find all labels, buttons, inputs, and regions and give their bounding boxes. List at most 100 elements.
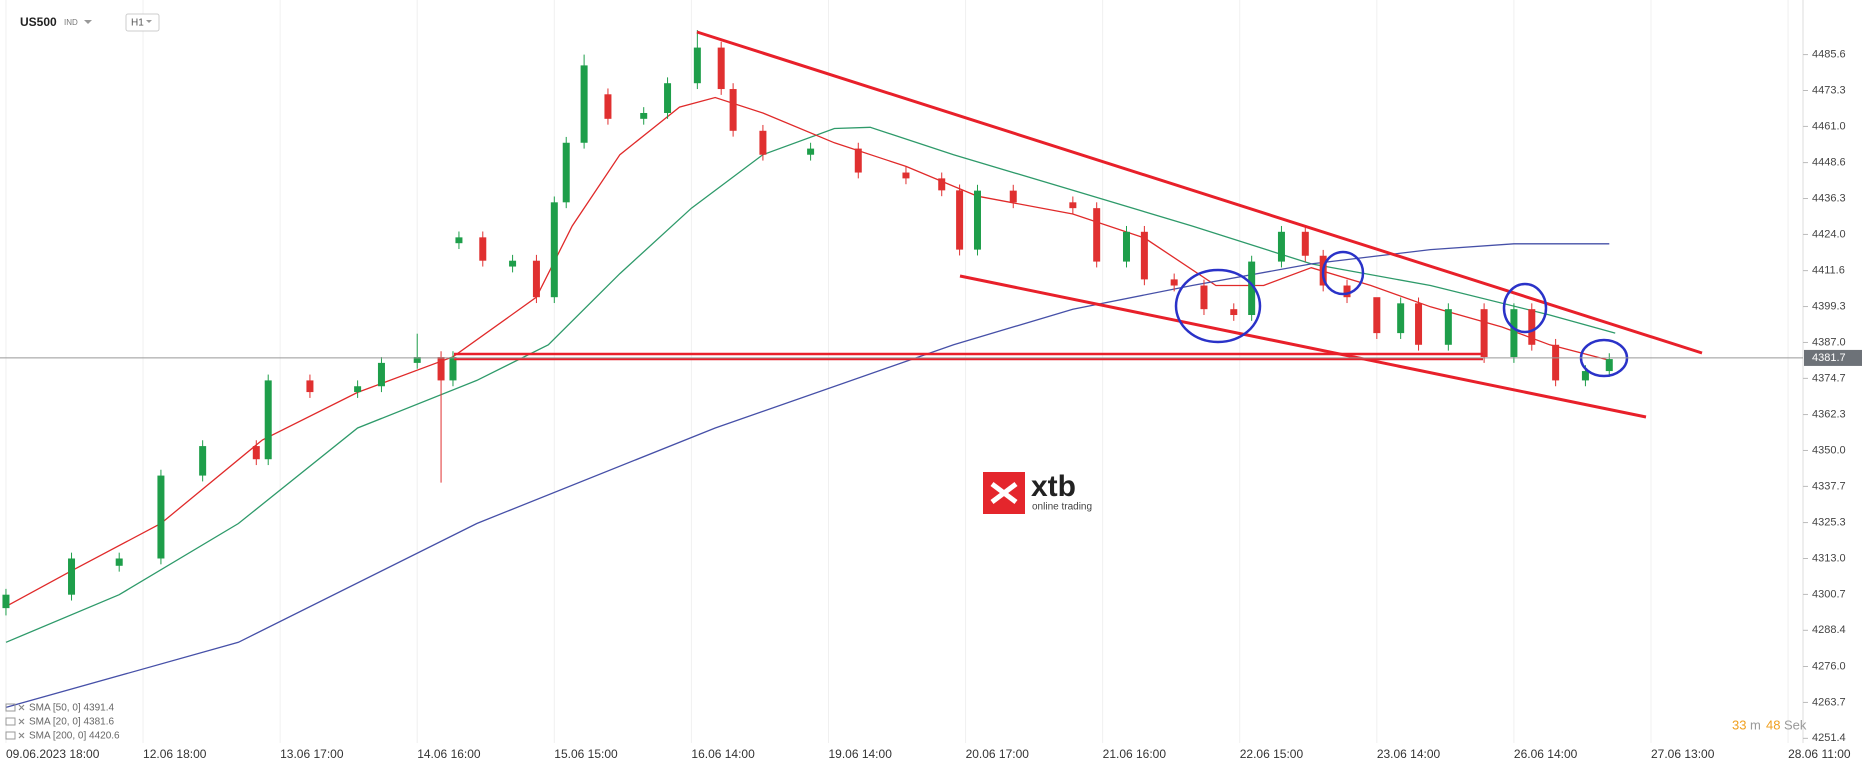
- y-tick-label: 4387.0: [1812, 336, 1846, 348]
- candle-body: [1069, 202, 1077, 209]
- candle-body: [562, 142, 570, 203]
- x-tick-label: 22.06 15:00: [1240, 747, 1304, 761]
- y-tick-label: 4411.6: [1812, 265, 1845, 277]
- legend-close-icon: [18, 718, 25, 725]
- highlight-circle: [1174, 268, 1262, 344]
- candle-body: [729, 89, 737, 131]
- candle-body: [973, 190, 981, 250]
- candle-body: [509, 260, 517, 267]
- candle-body: [413, 357, 421, 363]
- instrument-type: IND: [64, 18, 78, 27]
- y-tick-label: 4251.4: [1812, 732, 1846, 744]
- legend-icon: [5, 731, 16, 740]
- candle-body: [604, 94, 612, 119]
- candles: [2, 30, 1613, 616]
- candle-body: [902, 172, 910, 179]
- moving-averages: [5, 96, 1616, 709]
- lower-trendline: [959, 274, 1647, 419]
- candle-body: [2, 594, 10, 609]
- candle-body: [1093, 208, 1101, 262]
- candle-body: [1343, 285, 1351, 298]
- candle-body: [455, 237, 463, 244]
- candle-body: [532, 260, 540, 298]
- x-tick-label: 27.06 13:00: [1651, 747, 1715, 761]
- x-tick-label: 09.06.2023 18:00: [6, 747, 100, 761]
- logo-x: [990, 482, 1018, 504]
- candle-body: [1277, 231, 1285, 262]
- candle-body: [1552, 344, 1560, 381]
- highlight-circle: [1321, 250, 1365, 296]
- candle-body: [1122, 231, 1130, 262]
- x-tick-label: 28.06 11:00: [1788, 747, 1851, 761]
- candle-body: [1397, 303, 1405, 334]
- highlight-circle: [1502, 282, 1548, 334]
- x-tick-label: 20.06 17:00: [966, 747, 1030, 761]
- x-tick-label: 23.06 14:00: [1377, 747, 1441, 761]
- candle-body: [264, 380, 272, 460]
- last-price-box: [1804, 349, 1862, 366]
- candle-body: [1581, 371, 1589, 381]
- countdown-seconds: 48: [1766, 717, 1780, 732]
- candle-body: [1373, 297, 1381, 334]
- candle-body: [115, 558, 123, 566]
- symbol: US500: [20, 15, 57, 29]
- upper-trendline: [696, 30, 1703, 355]
- candle-body: [1009, 190, 1017, 203]
- legend-close-icon: [18, 732, 25, 739]
- sma-line: [5, 96, 1610, 607]
- candle-body: [1528, 309, 1536, 345]
- y-tick-label: 4461.0: [1812, 120, 1846, 132]
- y-tick-label: 4263.7: [1812, 696, 1846, 708]
- x-tick-label: 16.06 14:00: [691, 747, 755, 761]
- legend-entry: SMA [20, 0] 4381.6: [29, 717, 114, 728]
- countdown-unit: Sek: [1784, 717, 1807, 732]
- time-axis: 09.06.2023 18:00 12.06 18:00 13.06 17:00 14…: [6, 747, 1851, 761]
- candle-body: [1510, 309, 1518, 358]
- legend-close-icon: [18, 704, 25, 711]
- grid: [5, 0, 1789, 743]
- candle-body: [306, 380, 314, 393]
- candle-body: [693, 47, 701, 84]
- timeframe: H1: [131, 18, 144, 29]
- y-tick-label: 4337.7: [1812, 480, 1846, 492]
- legend-entry: SMA [50, 0] 4391.4: [29, 703, 114, 714]
- y-tick-label: 4424.0: [1812, 228, 1846, 240]
- candle-body: [1170, 279, 1178, 286]
- y-tick-label: 4485.6: [1812, 48, 1846, 60]
- candle-body: [252, 446, 260, 460]
- candle-body: [854, 148, 862, 173]
- y-tick-label: 4300.7: [1812, 588, 1846, 600]
- legend-entry: SMA [200, 0] 4420.6: [29, 731, 120, 742]
- candle-body: [1248, 261, 1256, 316]
- price-axis: 4485.6 4473.3 4461.0 4448.6 4436.3 4424.0 4411…: [0, 0, 1862, 744]
- x-tick-label: 26.06 14:00: [1514, 747, 1578, 761]
- candle-body: [580, 65, 588, 143]
- dropdown-icon[interactable]: [84, 20, 92, 24]
- logo: xtb online trading: [983, 470, 1092, 514]
- y-tick-label: 4325.3: [1812, 516, 1846, 528]
- logo-tagline: online trading: [1032, 502, 1092, 513]
- candle-body: [664, 83, 672, 113]
- candle-body: [437, 357, 445, 381]
- x-tick-label: 19.06 14:00: [828, 747, 892, 761]
- y-tick-label: 4436.3: [1812, 192, 1846, 204]
- candle-body: [550, 202, 558, 298]
- x-tick-label: 12.06 18:00: [143, 747, 207, 761]
- candle-body: [1230, 309, 1238, 316]
- timeframe-button[interactable]: [125, 13, 160, 32]
- x-tick-label: 13.06 17:00: [280, 747, 344, 761]
- y-tick-label: 4350.0: [1812, 444, 1846, 456]
- candle-body: [68, 558, 76, 595]
- candle-body: [956, 190, 964, 250]
- sma-line: [5, 126, 1616, 643]
- y-tick-label: 4313.0: [1812, 552, 1846, 564]
- y-tick-label: 4276.0: [1812, 660, 1846, 672]
- y-tick-label: 4362.3: [1812, 408, 1846, 420]
- y-tick-label: 4448.6: [1812, 157, 1846, 169]
- candle-body: [354, 386, 362, 393]
- candle-body: [1301, 231, 1309, 256]
- candle-body: [1200, 285, 1208, 310]
- candle-body: [1605, 359, 1613, 372]
- x-tick-label: 21.06 16:00: [1103, 747, 1167, 761]
